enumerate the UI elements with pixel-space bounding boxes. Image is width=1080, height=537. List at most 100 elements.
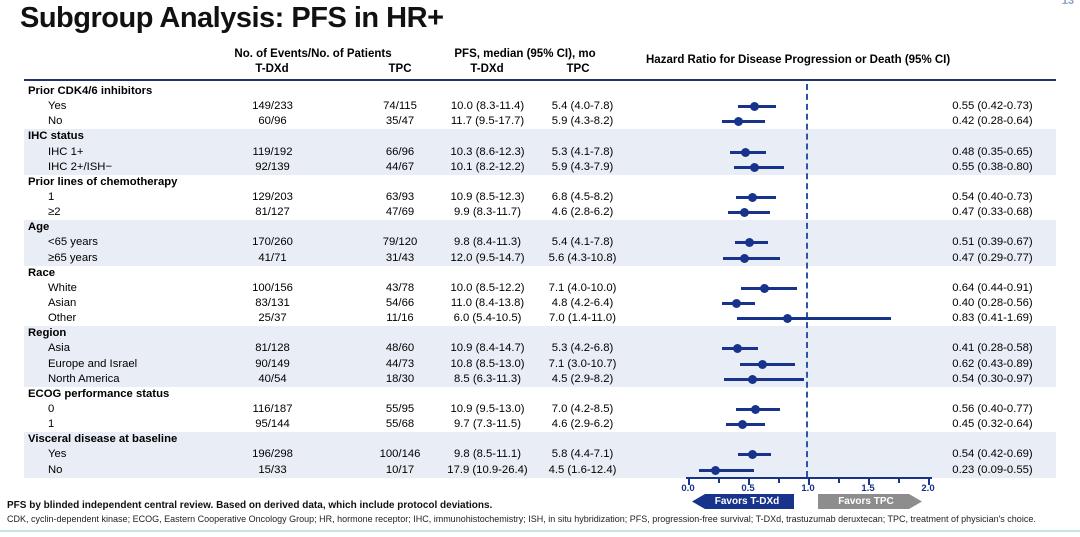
section-header-row: Prior CDK4/6 inhibitors [24,84,1056,99]
events-tdxd-value: 116/187 [252,402,293,415]
hazard-ratio-value: 0.42 (0.28-0.64) [952,115,1033,128]
pfs-tpc-value: 7.0 (4.2-8.5) [551,402,614,415]
table-row: <65 years 170/260 79/120 9.8 (8.4-11.3) 5.4 … [24,235,1056,251]
table-row: No 15/33 10/17 17.9 (10.9-26.4) 4.5 (1.6-12.… [24,462,1056,478]
events-tdxd-value: 170/260 [252,236,293,249]
axis-tick-label: 2.0 [921,483,935,494]
table-row: ≥2 81/127 47/69 9.9 (8.3-11.7) 4.6 (2.8-6.2)… [24,205,1056,220]
hr-point-marker [748,374,758,384]
section-header-row: Age [24,220,1056,236]
hazard-ratio-value: 0.64 (0.44-0.91) [952,281,1033,294]
hr-point-marker [739,208,749,218]
section-label: Region [28,327,67,340]
favors-tdxd-label: Favors T-DXd [714,496,780,507]
pfs-tdxd-value: 17.9 (10.9-26.4) [447,463,528,476]
events-tdxd-value: 40/54 [258,372,287,385]
ci-line [733,165,784,169]
events-tdxd-value: 149/233 [252,100,293,113]
hr-point-marker [744,238,754,248]
section-label: Prior CDK4/6 inhibitors [28,85,153,97]
hazard-ratio-value: 0.55 (0.42-0.73) [952,100,1033,113]
events-tdxd-value: 41/71 [258,251,287,264]
table-row: No 60/96 35/47 11.7 (9.5-17.7) 5.9 (4.3-8.2)… [24,114,1056,129]
section-label: IHC status [28,130,84,143]
hazard-ratio-value: 0.40 (0.28-0.56) [952,296,1033,309]
axis-minor-tick [898,479,900,483]
col-header-pfs-tdxd: T-DXd [470,63,504,75]
hr-point-marker [731,299,741,309]
pfs-tpc-value: 7.1 (3.0-10.7) [548,357,617,370]
events-tdxd-value: 83/131 [255,296,290,309]
pfs-tpc-value: 4.8 (4.2-6.4) [551,296,614,309]
events-tpc-value: 44/67 [385,160,415,173]
events-tdxd-value: 81/127 [255,206,290,219]
hazard-ratio-value: 0.48 (0.35-0.65) [952,145,1033,158]
hazard-ratio-value: 0.41 (0.28-0.58) [952,342,1033,355]
events-tpc-value: 35/47 [385,115,415,128]
table-row: Yes 149/233 74/115 10.0 (8.3-11.4) 5.4 (4.0-… [24,99,1056,114]
section-label: ECOG performance status [28,387,170,400]
events-tdxd-value: 92/139 [255,160,290,173]
events-tpc-value: 11/16 [386,312,414,325]
pfs-tdxd-value: 10.9 (8.5-12.3) [450,190,525,203]
subgroup-label: Asia [48,342,70,355]
table-row: 1 129/203 63/93 10.9 (8.5-12.3) 6.8 (4.5-8.2… [24,190,1056,205]
axis-tick-label: 1.5 [861,483,875,494]
pfs-tpc-value: 5.4 (4.0-7.8) [551,100,614,113]
events-tpc-value: 79/120 [382,236,418,249]
events-tdxd-value: 119/192 [252,145,293,158]
pfs-tdxd-value: 11.7 (9.5-17.7) [450,115,525,128]
favors-tpc-arrow: Favors TPC [818,494,922,509]
axis-tick-label: 1.0 [801,483,815,494]
events-tpc-value: 48/60 [385,342,415,355]
ci-line [739,362,795,366]
pfs-tpc-value: 4.6 (2.9-6.2) [551,418,614,431]
pfs-tdxd-value: 10.1 (8.2-12.2) [450,160,525,173]
section-header-row: Region [24,326,1056,342]
favors-tpc-label: Favors TPC [838,496,894,507]
subgroup-table: Prior CDK4/6 inhibitors Yes 149/233 74/115 1… [24,84,1056,478]
pfs-tpc-value: 5.8 (4.4-7.1) [551,448,614,461]
hr-point-marker [739,253,749,263]
hazard-ratio-value: 0.51 (0.39-0.67) [952,236,1033,249]
pfs-tpc-value: 6.8 (4.5-8.2) [551,190,614,203]
table-row: White 100/156 43/78 10.0 (8.5-12.2) 7.1 (4.0… [24,281,1056,296]
pfs-tdxd-value: 9.8 (8.4-11.3) [454,236,521,249]
hr-point-marker [749,162,759,172]
hazard-ratio-value: 0.62 (0.43-0.89) [952,357,1033,370]
col-header-events-tpc: TPC [388,63,412,75]
section-label: Visceral disease at baseline [28,433,178,446]
col-header-hazard-ratio: Hazard Ratio for Disease Progression or … [646,54,951,66]
pfs-tpc-value: 4.6 (2.8-6.2) [551,206,614,219]
page-number: 13 [1061,0,1074,7]
col-header-events-tdxd: T-DXd [255,63,289,75]
events-tpc-value: 47/69 [385,206,415,219]
events-tdxd-value: 100/156 [252,281,293,294]
pfs-tdxd-value: 9.7 (7.3-11.5) [454,418,521,431]
subgroup-label: 1 [48,190,55,203]
hazard-ratio-value: 0.47 (0.33-0.68) [952,206,1033,219]
pfs-tdxd-value: 12.0 (9.5-14.7) [450,251,525,264]
col-header-events-group: No. of Events/No. of Patients [234,48,392,60]
axis-minor-tick [838,479,840,483]
hr-point-marker [760,283,770,293]
events-tpc-value: 44/73 [385,357,415,370]
section-label: Prior lines of chemotherapy [28,175,178,188]
bottom-accent-rule [0,530,1080,532]
section-header-row: IHC status [24,129,1056,145]
hr-point-marker [737,420,747,430]
axis-major-tick [688,479,690,485]
events-tdxd-value: 129/203 [252,190,293,203]
hr-point-marker [732,344,742,354]
page-title: Subgroup Analysis: PFS in HR+ [20,2,444,34]
table-row: Asia 81/128 48/60 10.9 (8.4-14.7) 5.3 (4.2-6… [24,341,1056,357]
pfs-tdxd-value: 10.0 (8.5-12.2) [450,281,525,294]
header-divider-line [24,79,1056,81]
pfs-tpc-value: 5.6 (4.3-10.8) [548,251,617,264]
events-tdxd-value: 60/96 [258,115,287,128]
events-tpc-value: 55/95 [385,402,415,415]
subgroup-label: No [48,115,63,128]
hr-point-marker [749,102,759,112]
axis-minor-tick [718,479,720,483]
ci-line [722,256,781,260]
